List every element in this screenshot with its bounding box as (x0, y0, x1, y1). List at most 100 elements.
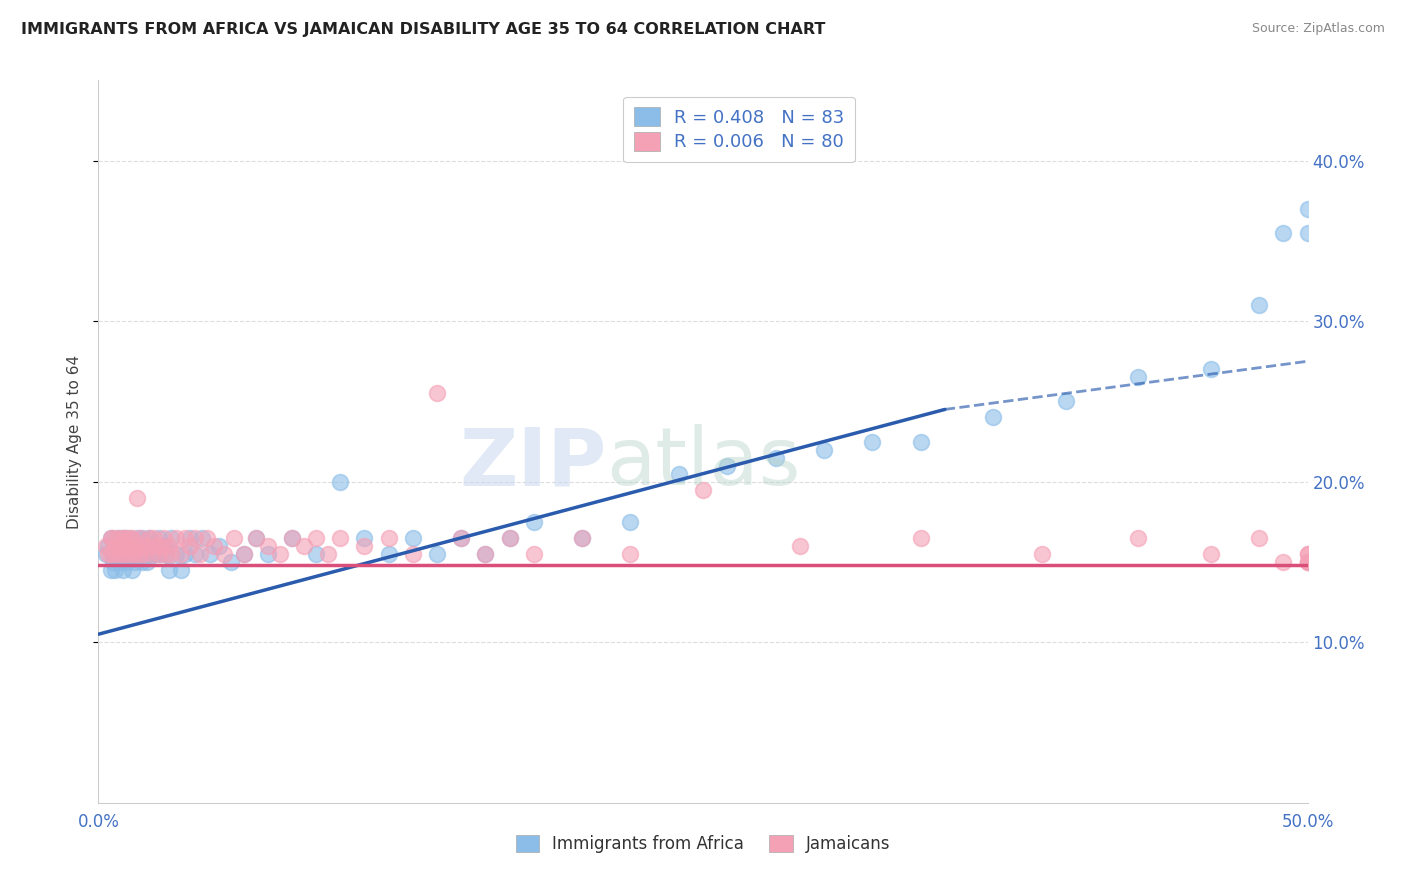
Point (498, 531, 520, 545)
Point (152, 531, 174, 545)
Point (107, 539, 129, 553)
Point (114, 531, 136, 545)
Point (97, 539, 120, 553)
Point (150, 547, 173, 561)
Point (198, 547, 221, 561)
Point (124, 555, 146, 569)
Point (204, 539, 226, 553)
Point (104, 539, 127, 553)
Point (101, 555, 124, 569)
Point (128, 547, 150, 561)
Point (145, 547, 167, 561)
Point (169, 563, 191, 577)
Point (108, 539, 131, 553)
Point (329, 531, 352, 545)
Point (114, 539, 136, 553)
Point (131, 539, 153, 553)
Point (128, 547, 150, 561)
Point (1272, 555, 1295, 569)
Point (138, 531, 160, 545)
Point (108, 547, 131, 561)
Point (188, 547, 211, 561)
Point (128, 531, 150, 545)
Point (523, 515, 546, 529)
Point (97, 547, 120, 561)
Point (104, 539, 127, 553)
Point (111, 531, 134, 545)
Point (100, 531, 122, 545)
Point (450, 531, 472, 545)
Point (571, 531, 593, 545)
Point (179, 531, 201, 545)
Point (1199, 547, 1222, 561)
Point (179, 539, 201, 553)
Point (571, 531, 593, 545)
Point (619, 547, 641, 561)
Point (157, 563, 180, 577)
Point (692, 483, 714, 497)
Point (256, 547, 278, 561)
Point (143, 539, 166, 553)
Point (108, 555, 131, 569)
Point (1296, 547, 1319, 561)
Point (107, 547, 129, 561)
Text: ZIP: ZIP (458, 425, 606, 502)
Point (94, 547, 117, 561)
Point (135, 539, 157, 553)
Point (100, 531, 122, 545)
Point (121, 547, 143, 561)
Point (152, 539, 174, 553)
Point (1199, 362, 1222, 376)
Point (232, 547, 254, 561)
Point (160, 531, 183, 545)
Point (716, 458, 738, 473)
Text: atlas: atlas (606, 425, 800, 502)
Point (668, 467, 690, 481)
Point (104, 547, 127, 561)
Point (111, 563, 134, 577)
Point (221, 555, 243, 569)
Point (1249, 298, 1271, 312)
Point (184, 547, 207, 561)
Point (1296, 226, 1319, 240)
Point (1249, 531, 1271, 545)
Point (426, 547, 449, 561)
Point (174, 547, 197, 561)
Point (165, 547, 187, 561)
Point (107, 531, 129, 545)
Point (111, 531, 134, 545)
Point (155, 547, 177, 561)
Point (1031, 547, 1053, 561)
Point (377, 531, 399, 545)
Point (305, 547, 328, 561)
Point (1128, 531, 1150, 545)
Point (1296, 555, 1319, 569)
Point (160, 547, 183, 561)
Point (111, 547, 134, 561)
Point (127, 547, 149, 561)
Point (107, 531, 129, 545)
Point (208, 539, 231, 553)
Point (121, 547, 143, 561)
Point (353, 531, 375, 545)
Text: IMMIGRANTS FROM AFRICA VS JAMAICAN DISABILITY AGE 35 TO 64 CORRELATION CHART: IMMIGRANTS FROM AFRICA VS JAMAICAN DISAB… (21, 22, 825, 37)
Point (118, 539, 141, 553)
Point (1054, 394, 1077, 409)
Point (100, 563, 122, 577)
Point (222, 531, 245, 545)
Point (148, 531, 170, 545)
Point (245, 531, 267, 545)
Point (117, 531, 139, 545)
Point (1296, 555, 1319, 569)
Point (114, 547, 136, 561)
Point (100, 547, 122, 561)
Point (789, 539, 811, 553)
Point (127, 491, 149, 505)
Point (910, 531, 932, 545)
Point (292, 539, 315, 553)
Point (148, 547, 170, 561)
Point (128, 539, 150, 553)
Text: Source: ZipAtlas.com: Source: ZipAtlas.com (1251, 22, 1385, 36)
Point (498, 531, 520, 545)
Point (813, 442, 835, 457)
